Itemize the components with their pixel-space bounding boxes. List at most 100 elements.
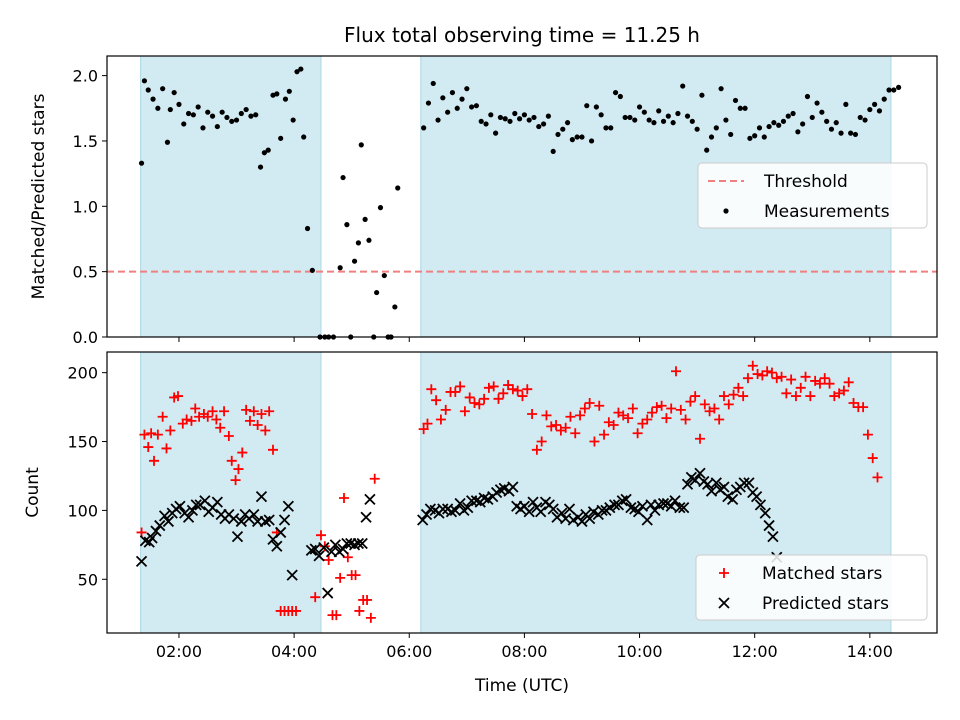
predicted-star-point xyxy=(523,506,535,518)
measurement-point xyxy=(704,147,710,153)
matched-star-point xyxy=(551,420,562,431)
measurement-point xyxy=(430,80,436,87)
matched-star-point xyxy=(241,404,252,415)
measurement-point xyxy=(670,120,676,126)
matched-star-point xyxy=(656,400,667,411)
measurement-point xyxy=(176,101,182,107)
measurement-point xyxy=(219,109,225,115)
matched-star-point xyxy=(507,384,518,395)
matched-star-point xyxy=(786,374,797,385)
matched-star-point xyxy=(776,371,787,382)
matched-star-point xyxy=(435,414,446,425)
measurement-point xyxy=(891,87,897,93)
legend-box xyxy=(697,162,928,229)
measurement-point xyxy=(732,97,739,104)
measurement-point xyxy=(374,289,380,296)
measurement-point xyxy=(795,129,801,135)
predicted-star-point xyxy=(478,492,490,504)
measurement-point xyxy=(742,105,748,111)
predicted-star-point xyxy=(705,485,718,497)
predicted-star-point xyxy=(689,474,701,486)
predicted-star-point xyxy=(738,477,750,489)
measurement-point xyxy=(286,88,292,94)
measurement-point xyxy=(761,134,767,140)
predicted-star-point xyxy=(535,506,547,518)
measurement-point xyxy=(660,118,667,124)
measurement-point xyxy=(238,110,244,117)
measurement-point xyxy=(253,112,259,118)
predicted-star-point xyxy=(190,499,202,511)
matched-star-point xyxy=(541,410,552,421)
measurement-point xyxy=(526,117,532,123)
measurement-point xyxy=(248,113,254,119)
measurement-point xyxy=(459,96,465,102)
matched-star-point xyxy=(339,493,350,504)
matched-star-point xyxy=(805,391,816,402)
predicted-star-point xyxy=(465,495,478,507)
measurement-point xyxy=(150,96,156,102)
axes-frame xyxy=(106,55,938,338)
measurement-point xyxy=(454,105,460,111)
measurement-point xyxy=(804,93,811,100)
matched-star-point xyxy=(579,403,590,414)
predicted-star-point xyxy=(507,481,519,493)
measurement-point xyxy=(290,117,296,123)
matched-star-point xyxy=(256,408,267,419)
matched-star-point xyxy=(694,433,705,444)
measurement-point xyxy=(337,265,343,271)
predicted-star-point xyxy=(417,514,429,526)
predicted-star-point xyxy=(231,530,244,543)
measurement-point xyxy=(646,117,652,123)
measurement-point xyxy=(766,123,772,130)
matched-star-point xyxy=(862,429,873,440)
measurement-point xyxy=(340,174,346,181)
matched-star-point xyxy=(431,395,442,406)
matched-star-point xyxy=(310,592,321,603)
legend-label: Measurements xyxy=(764,202,890,222)
measurement-point xyxy=(665,113,671,119)
measurement-point xyxy=(392,304,398,310)
matched-star-point xyxy=(152,429,163,440)
matched-star-point xyxy=(690,391,701,402)
predicted-star-point xyxy=(726,493,739,506)
measurement-point xyxy=(843,101,849,107)
matched-star-point xyxy=(623,413,634,424)
measurement-point xyxy=(747,135,753,141)
matched-star-point xyxy=(335,572,346,583)
matched-star-point xyxy=(527,408,538,419)
predicted-star-point xyxy=(259,515,271,528)
predicted-star-point xyxy=(556,507,568,519)
predicted-star-point xyxy=(625,502,637,514)
measurement-point xyxy=(301,134,307,140)
matched-star-point xyxy=(819,373,830,384)
measurement-point xyxy=(497,114,504,121)
measurement-point xyxy=(867,106,873,113)
matched-star-point xyxy=(594,400,605,411)
matched-star-point xyxy=(546,421,557,432)
measurement-point xyxy=(381,272,387,279)
predicted-star-point xyxy=(718,481,730,493)
matched-star-point xyxy=(872,472,883,483)
predicted-star-point xyxy=(763,519,775,532)
predicted-star-point xyxy=(356,537,368,550)
measurement-point xyxy=(708,134,715,140)
measurement-point xyxy=(377,205,384,211)
matched-star-point xyxy=(207,406,218,417)
measurement-point xyxy=(689,118,695,124)
y-tick-label: 0.5 xyxy=(73,263,98,282)
measurement-point xyxy=(209,113,216,119)
measurement-point xyxy=(723,117,729,123)
matched-star-point xyxy=(455,381,466,392)
figure-title: Flux total observing time = 11.25 h xyxy=(344,23,700,47)
ratio-panel: 0.0 0.5 1.0 1.5 2.0 Matched/Predicted stars Th… xyxy=(29,55,938,347)
measurement-point xyxy=(564,120,571,126)
measurement-point xyxy=(265,147,271,153)
measurement-point xyxy=(862,117,868,123)
matched-star-point xyxy=(350,570,361,581)
matched-star-point xyxy=(795,382,806,393)
x-tick-label: 06:00 xyxy=(386,642,432,661)
predicted-star-point xyxy=(228,513,240,525)
measurement-point xyxy=(569,137,575,143)
measurement-point xyxy=(155,105,161,111)
measurement-point xyxy=(555,131,561,138)
